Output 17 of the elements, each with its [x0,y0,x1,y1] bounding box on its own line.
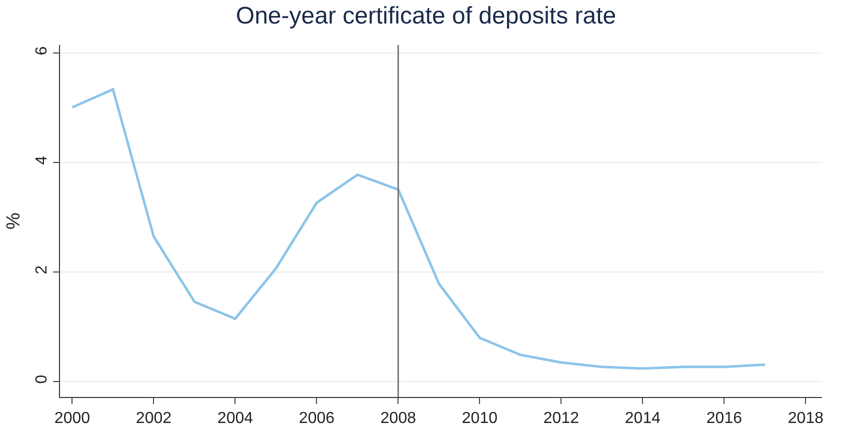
x-tick-label: 2004 [217,410,254,428]
x-tick-label: 2010 [462,410,498,428]
y-axis-title: % [3,212,24,230]
x-tick-label: 2008 [380,410,416,428]
x-tick-label: 2006 [298,410,335,428]
chart-title: One-year certificate of deposits rate [236,2,616,30]
y-tick-label: 4 [34,156,51,165]
x-tick-label: 2016 [706,410,742,428]
y-tick-label: 2 [34,265,51,274]
x-tick-label: 2018 [788,410,824,428]
x-tick-label: 2002 [136,410,172,428]
y-tick-label: 0 [34,374,51,384]
x-tick-label: 2014 [624,410,661,428]
line-series [70,88,766,370]
x-tick-label: 2012 [543,410,580,428]
y-tick-label: 6 [34,46,51,56]
x-tick-label: 2000 [54,410,90,428]
